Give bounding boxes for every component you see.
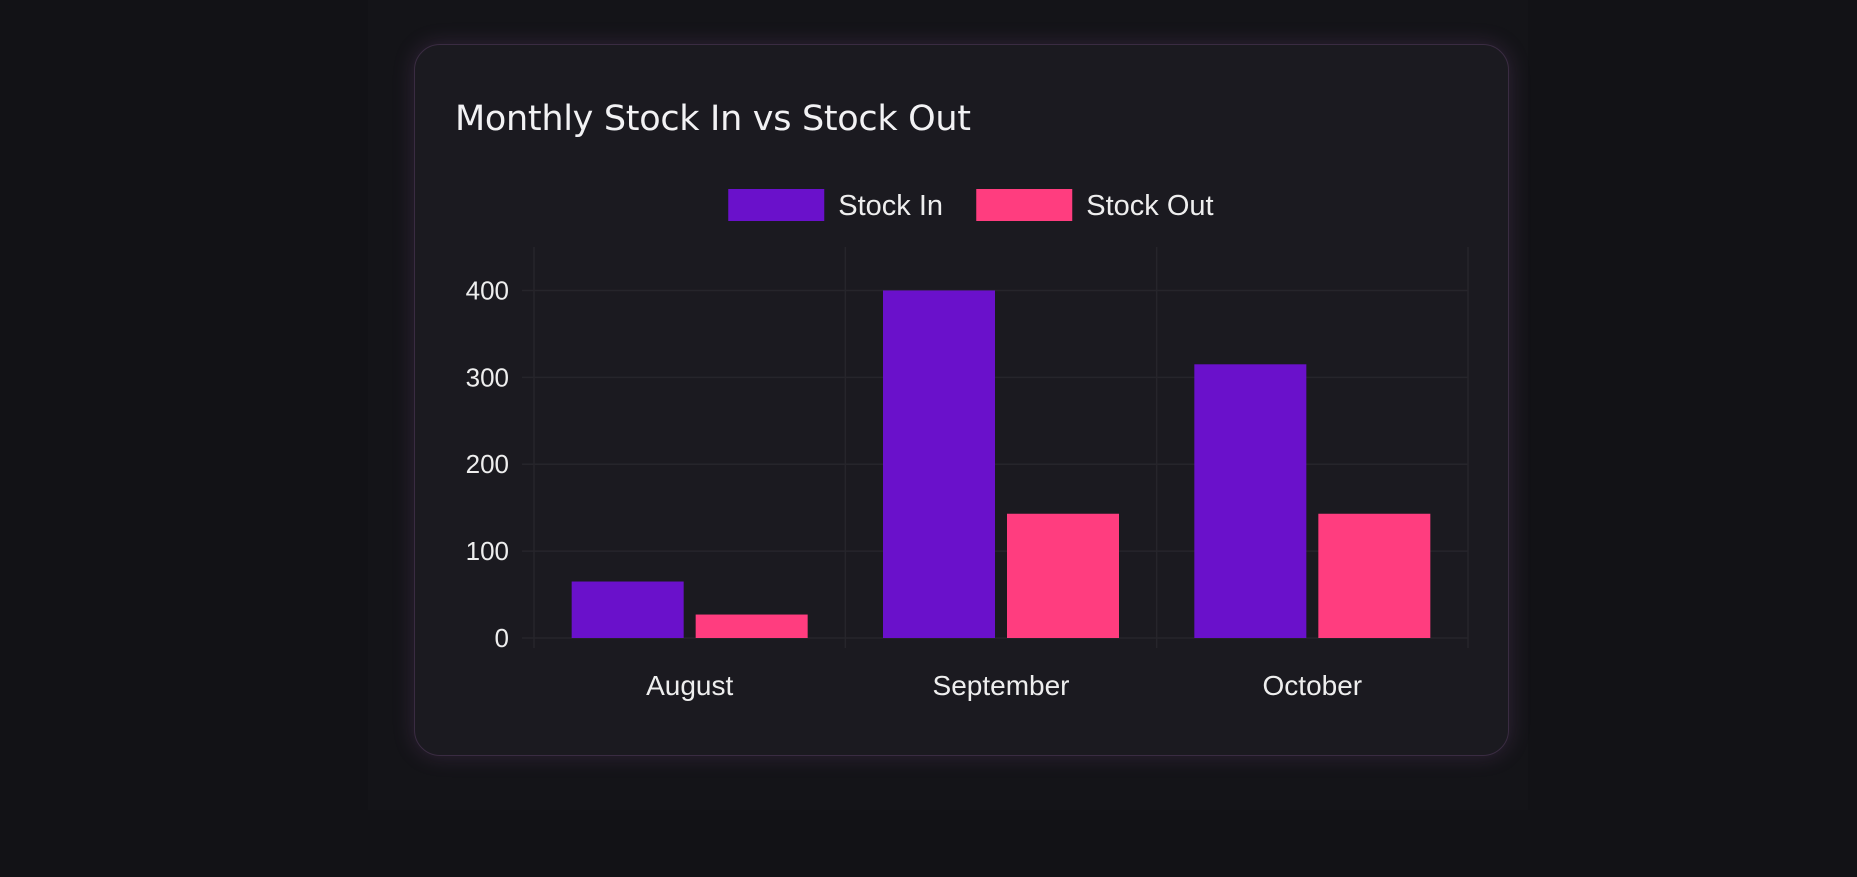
bar-stock-out-september[interactable] [1007,513,1119,638]
legend-swatch-stock-out[interactable] [976,189,1073,221]
chart-title: Monthly Stock In vs Stock Out [455,99,971,139]
legend-label-stock-in[interactable]: Stock In [838,190,943,222]
x-tick-label: September [933,670,1070,701]
x-tick-label: October [1263,670,1363,701]
chart-card: Monthly Stock In vs Stock Out 0 100 200 300… [414,44,1509,756]
y-tick-label: 300 [466,362,509,392]
bar-stock-in-september[interactable] [883,290,995,638]
bar-stock-in-august[interactable] [571,581,684,638]
y-tick-label: 100 [466,536,509,566]
bar-chart: 0 100 200 300 400 August September October Stock… [466,189,1469,701]
x-tick-label: August [646,670,733,701]
legend-swatch-stock-in[interactable] [728,189,825,221]
y-tick-label: 0 [495,623,509,653]
y-tick-label: 400 [466,275,509,305]
bar-stock-in-october[interactable] [1194,364,1307,638]
legend-label-stock-out[interactable]: Stock Out [1086,190,1213,222]
bar-stock-out-august[interactable] [695,614,808,638]
y-tick-label: 200 [466,449,509,479]
bar-stock-out-october[interactable] [1318,513,1431,638]
